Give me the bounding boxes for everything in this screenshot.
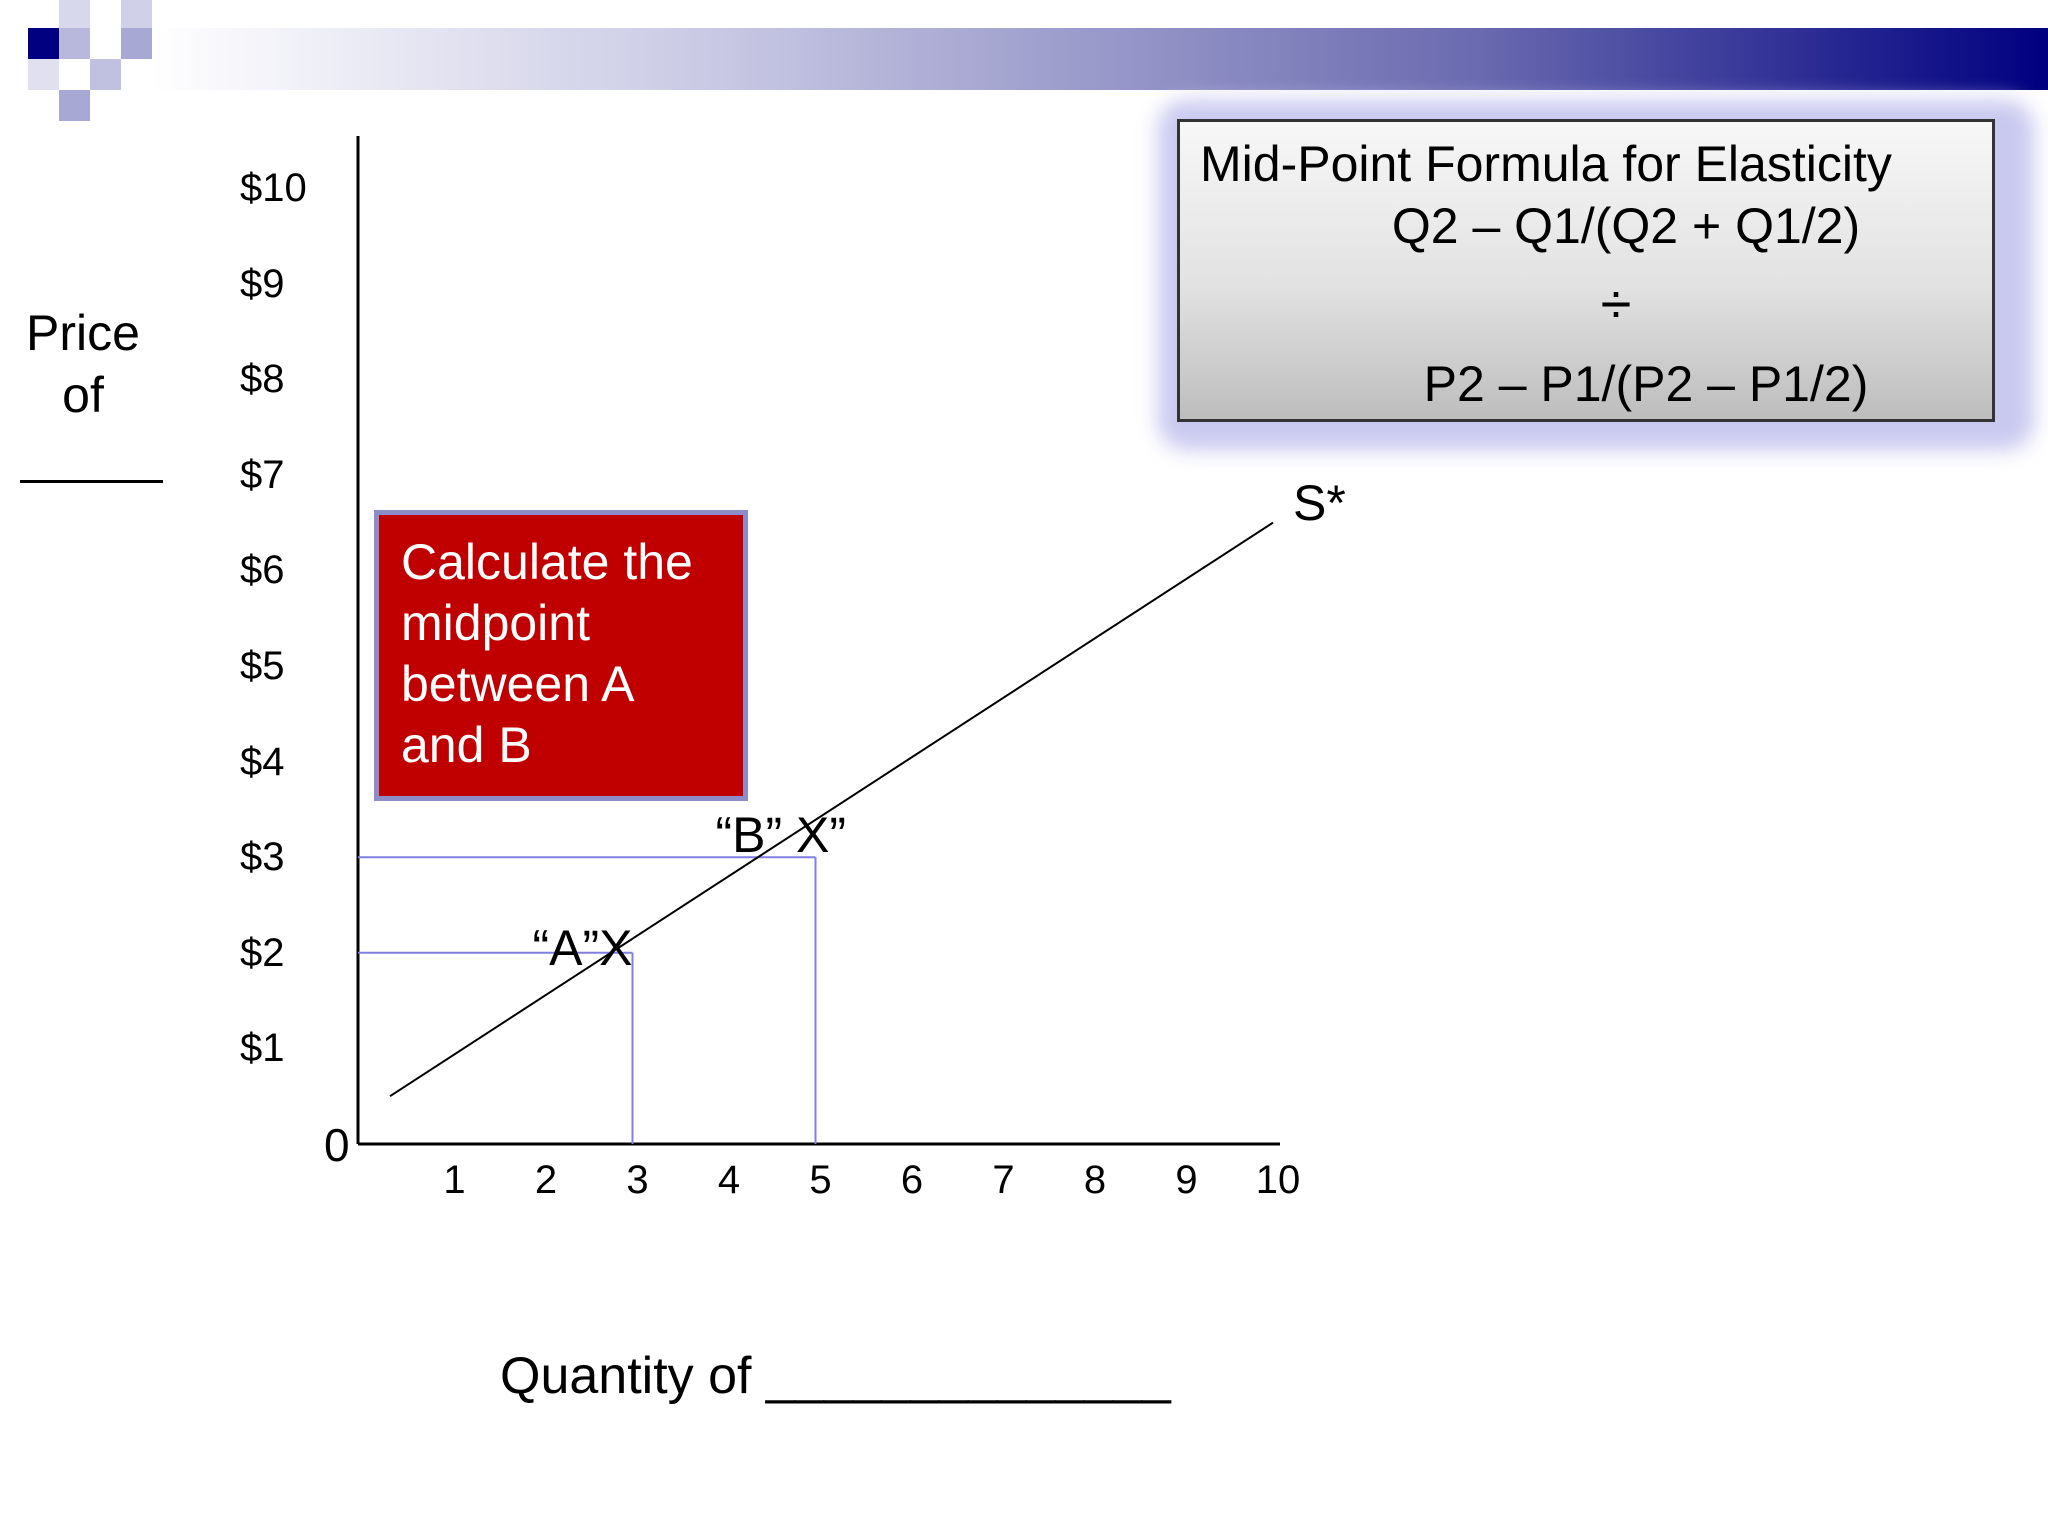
supply-curve-line	[389, 521, 1274, 1098]
header-square	[59, 0, 90, 31]
callout-line: between A	[401, 656, 635, 712]
header-square	[121, 28, 152, 59]
y-tick-label: $2	[240, 930, 285, 975]
point-b-label: “B” X”	[715, 807, 847, 864]
formula-title: Mid-Point Formula for Elasticity	[1200, 136, 1892, 192]
x-tick-label: 1	[443, 1158, 466, 1202]
origin-label: 0	[324, 1119, 350, 1171]
y-tick-label: $4	[240, 739, 285, 784]
header-square	[121, 0, 152, 31]
callout-line: Calculate the	[401, 534, 693, 590]
y-tick-label: $1	[240, 1026, 285, 1071]
y-axis-title: Price of	[18, 302, 148, 426]
x-tick-label: 8	[1083, 1158, 1107, 1202]
x-tick-label: 5	[809, 1158, 832, 1202]
x-tick-label: 6	[900, 1158, 924, 1202]
x-tick-label: 10	[1255, 1158, 1301, 1202]
header-square	[28, 28, 59, 59]
y-axis-title-line: of	[62, 367, 104, 423]
y-tick-label: $7	[240, 452, 285, 497]
y-tick-label: $5	[240, 644, 285, 688]
header-square	[90, 59, 121, 90]
formula-box: Mid-Point Formula for Elasticity Q2 – Q1…	[1177, 119, 1995, 422]
header-square	[59, 90, 90, 121]
callout-line: midpoint	[401, 595, 590, 651]
y-tick-label: $6	[240, 548, 285, 593]
y-tick-label: $8	[240, 357, 285, 402]
point-a-label: “A”X	[532, 919, 633, 976]
formula-numerator: Q2 – Q1/(Q2 + Q1/2)	[1391, 198, 1861, 254]
y-tick-label: $3	[240, 835, 285, 880]
y-axis-title-blank	[20, 480, 163, 483]
x-axis-title: Quantity of ______________	[500, 1347, 1171, 1405]
y-tick-label: $10	[240, 166, 307, 210]
x-tick-label: 7	[992, 1158, 1015, 1202]
header-square	[59, 28, 90, 59]
header-square	[28, 59, 59, 90]
y-axis-title-line: Price	[26, 305, 140, 361]
formula-divide-symbol: ÷	[1600, 272, 1632, 335]
x-tick-label: 4	[717, 1158, 741, 1202]
x-tick-label: 3	[626, 1158, 649, 1202]
callout-line: and B	[401, 717, 532, 773]
formula-denominator: P2 – P1/(P2 – P1/2)	[1423, 356, 1869, 412]
header-gradient-bar	[150, 28, 2048, 90]
x-tick-label: 9	[1175, 1158, 1198, 1202]
supply-curve-label: S*	[1293, 474, 1346, 531]
y-tick-label: $9	[240, 261, 285, 306]
midpoint-callout-box: Calculate the midpoint between A and B	[374, 510, 748, 801]
x-tick-label: 2	[534, 1158, 558, 1202]
